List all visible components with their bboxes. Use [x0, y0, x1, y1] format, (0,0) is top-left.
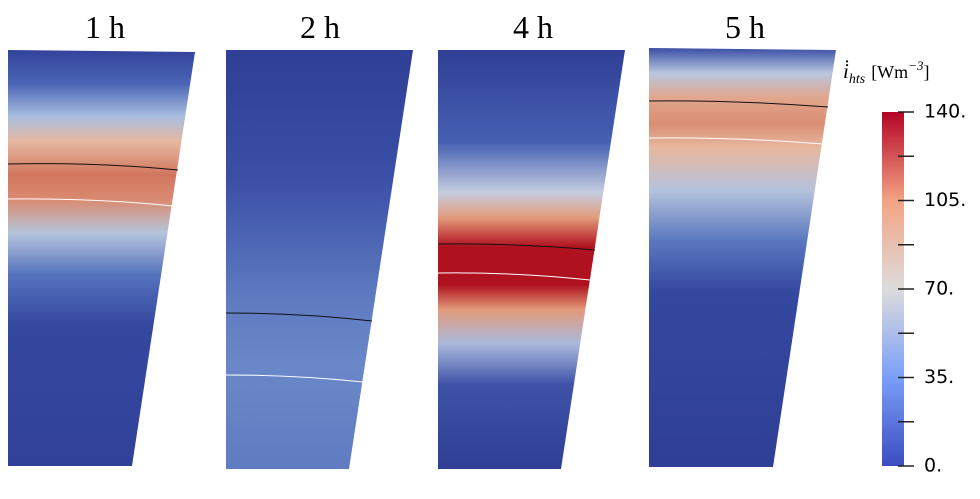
tick-label: 35. — [924, 366, 954, 388]
symbol: i̇ — [843, 59, 849, 83]
field — [8, 50, 195, 466]
panel: 1 h — [7, 9, 195, 466]
field — [438, 50, 625, 469]
contour — [7, 198, 174, 207]
contour — [225, 312, 373, 322]
subscript: hts — [849, 72, 866, 87]
contour — [7, 163, 179, 171]
tick-label: 140. — [924, 101, 966, 123]
panel-title: 4 h — [513, 9, 553, 45]
tick-label: 0. — [924, 455, 942, 477]
colorbar: i̇hts [Wm−3] 0. 35. 70. 105. 140. — [843, 58, 966, 477]
unit-close: ] — [923, 62, 929, 82]
tick-label: 70. — [924, 278, 954, 300]
contour — [437, 272, 591, 281]
panel: 4 h — [437, 9, 625, 469]
unit-exponent: −3 — [908, 58, 924, 73]
contour — [648, 100, 829, 108]
panel-title: 2 h — [300, 9, 340, 45]
panel-title: 5 h — [725, 9, 765, 45]
panel-title: 1 h — [85, 9, 125, 45]
contour — [648, 137, 824, 145]
panel: 5 h — [648, 9, 836, 467]
colorbar-label: i̇hts [Wm−3] — [843, 58, 929, 87]
unit: [Wm — [871, 62, 908, 82]
panel: 2 h — [225, 9, 413, 469]
contour — [437, 243, 596, 251]
field — [649, 48, 836, 467]
tick-label: 105. — [924, 189, 966, 211]
field — [226, 50, 413, 469]
contour — [225, 374, 364, 383]
